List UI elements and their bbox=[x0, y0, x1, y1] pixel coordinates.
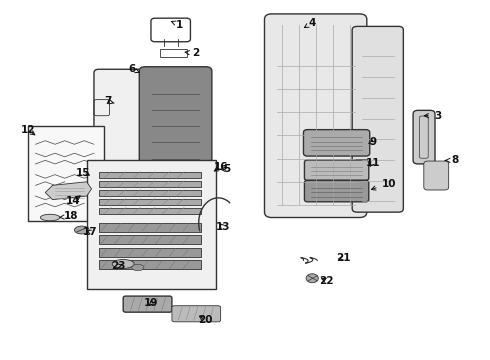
Text: 18: 18 bbox=[60, 211, 78, 221]
Text: 14: 14 bbox=[66, 196, 81, 206]
Bar bbox=[99, 181, 201, 187]
Text: 5: 5 bbox=[220, 164, 230, 174]
FancyBboxPatch shape bbox=[304, 180, 369, 202]
FancyBboxPatch shape bbox=[94, 69, 162, 176]
FancyBboxPatch shape bbox=[139, 67, 212, 190]
Bar bbox=[99, 235, 201, 244]
Text: 19: 19 bbox=[144, 298, 159, 308]
Text: 2: 2 bbox=[185, 48, 199, 58]
FancyBboxPatch shape bbox=[304, 160, 369, 180]
Text: 23: 23 bbox=[111, 261, 125, 271]
Ellipse shape bbox=[132, 264, 144, 271]
FancyBboxPatch shape bbox=[352, 26, 403, 212]
FancyBboxPatch shape bbox=[413, 111, 435, 164]
Bar bbox=[99, 172, 201, 178]
Text: 7: 7 bbox=[104, 96, 114, 107]
FancyBboxPatch shape bbox=[424, 161, 449, 190]
Ellipse shape bbox=[74, 226, 89, 234]
Bar bbox=[99, 190, 201, 196]
Ellipse shape bbox=[306, 274, 318, 283]
Text: 13: 13 bbox=[216, 222, 230, 232]
Bar bbox=[28, 126, 104, 221]
Bar bbox=[87, 160, 216, 289]
Text: 20: 20 bbox=[198, 315, 212, 325]
Text: 1: 1 bbox=[172, 19, 183, 30]
Text: 11: 11 bbox=[366, 158, 380, 168]
FancyBboxPatch shape bbox=[265, 14, 367, 217]
Bar bbox=[99, 223, 201, 232]
Text: 6: 6 bbox=[128, 64, 139, 74]
Text: 10: 10 bbox=[371, 179, 396, 190]
Ellipse shape bbox=[40, 214, 60, 221]
Bar bbox=[160, 49, 187, 57]
Text: 17: 17 bbox=[83, 227, 98, 237]
Bar bbox=[99, 260, 201, 269]
Ellipse shape bbox=[112, 260, 134, 269]
Bar bbox=[99, 199, 201, 205]
FancyBboxPatch shape bbox=[123, 296, 172, 312]
Polygon shape bbox=[45, 182, 92, 200]
FancyBboxPatch shape bbox=[303, 130, 370, 156]
Text: 12: 12 bbox=[21, 125, 35, 135]
Bar bbox=[99, 207, 201, 214]
Text: 21: 21 bbox=[336, 253, 351, 263]
Text: 8: 8 bbox=[445, 156, 458, 165]
FancyBboxPatch shape bbox=[172, 306, 220, 322]
Bar bbox=[165, 185, 187, 200]
Bar bbox=[99, 248, 201, 257]
Text: 4: 4 bbox=[304, 18, 316, 28]
Text: 15: 15 bbox=[76, 168, 91, 178]
Text: 3: 3 bbox=[424, 111, 441, 121]
Text: 22: 22 bbox=[319, 276, 334, 286]
Text: 9: 9 bbox=[369, 138, 376, 148]
Text: 16: 16 bbox=[213, 162, 228, 172]
